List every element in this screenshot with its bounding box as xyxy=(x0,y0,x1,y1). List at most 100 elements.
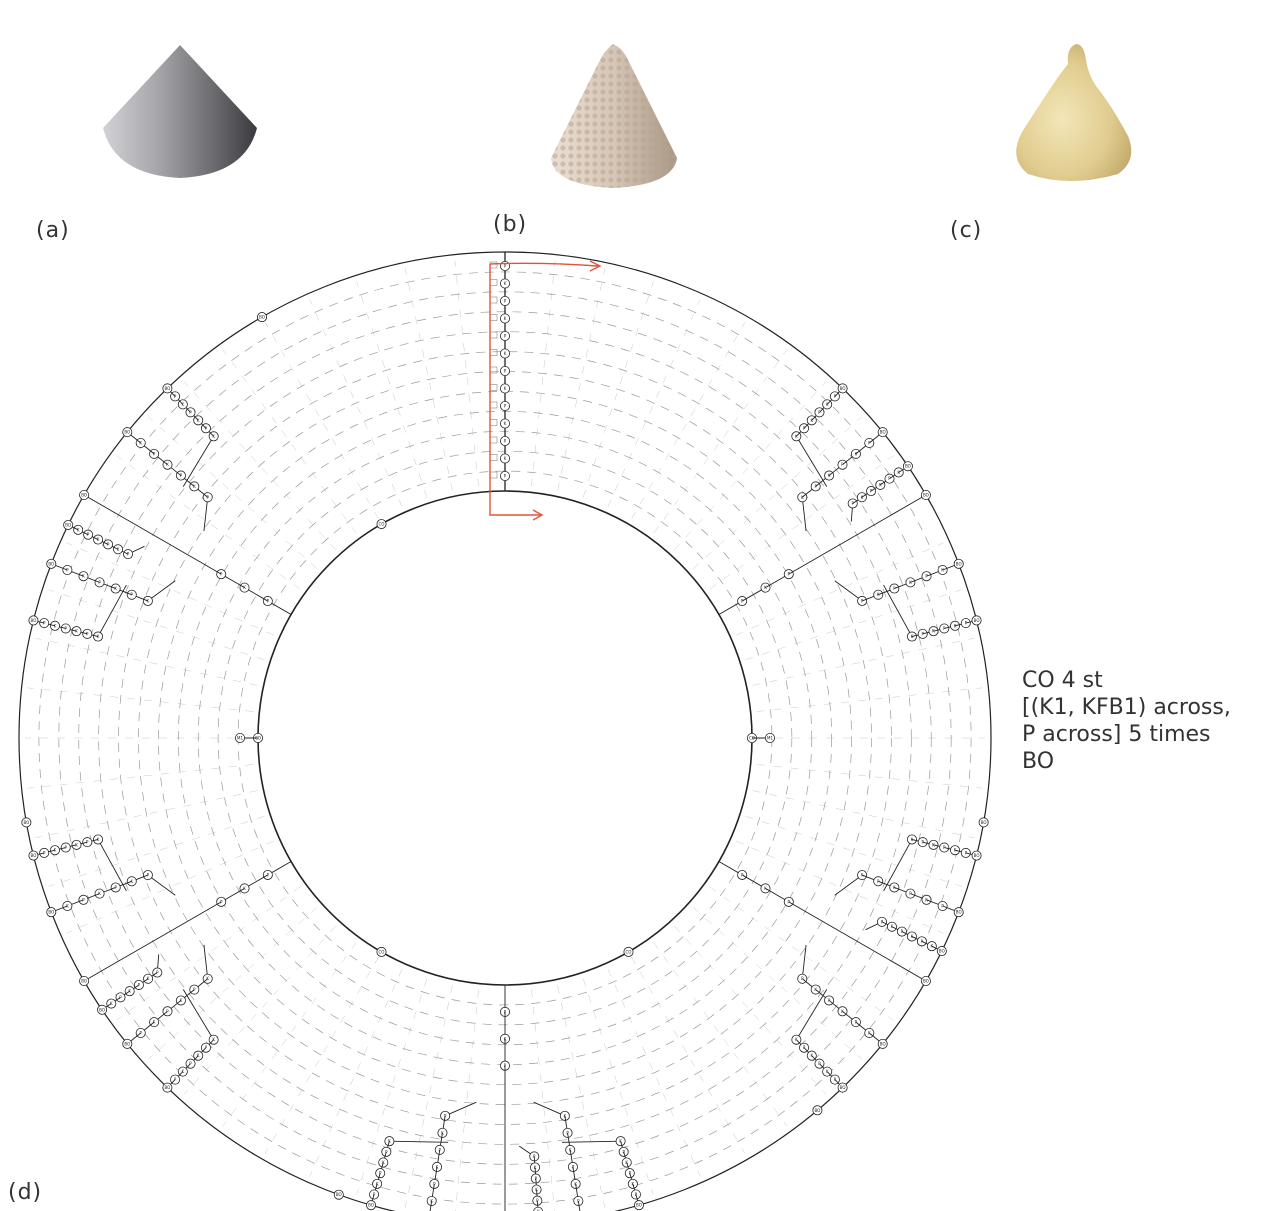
bind-off-node xyxy=(902,461,913,472)
make-one-node xyxy=(765,733,776,744)
column-guide-line xyxy=(607,299,701,507)
bind-off-node xyxy=(920,976,931,987)
stitch-label: P xyxy=(66,568,69,573)
stitch-edge xyxy=(147,580,176,602)
bind-off-node xyxy=(46,558,57,569)
column-guide-line xyxy=(455,989,479,1211)
stitch-label: P xyxy=(87,532,90,537)
bind-off-node xyxy=(79,489,90,500)
seam-marker xyxy=(489,296,498,304)
seam-marker xyxy=(489,349,498,356)
column-guide-line xyxy=(183,381,336,551)
rim-bind-off-label: BO xyxy=(814,1108,820,1113)
column-guide-line xyxy=(66,840,274,934)
round-direction-path xyxy=(489,262,599,267)
bind-off-node xyxy=(877,1038,888,1049)
column-guide-line xyxy=(148,416,318,569)
cast-on-node xyxy=(623,946,634,957)
stitch-label: K xyxy=(212,1037,215,1042)
seam-stitch-node xyxy=(499,330,510,341)
instruction-repeat-line1: [(K1, KFB1) across, xyxy=(1022,695,1231,720)
stitch-label: K xyxy=(166,462,169,467)
bind-off-node xyxy=(28,615,39,626)
column-guide-line xyxy=(752,790,975,839)
stitch-edge xyxy=(801,944,807,979)
column-guide-line xyxy=(736,542,944,636)
cast-on-node xyxy=(376,519,387,530)
column-guide-line xyxy=(264,956,379,1154)
stitch-edge xyxy=(788,494,927,575)
seam-marker xyxy=(489,261,498,269)
stitch-edge xyxy=(883,584,913,637)
bind-off-label: BO xyxy=(840,386,846,391)
cast-on-label: CO xyxy=(379,949,385,954)
stitch-label: P xyxy=(138,982,141,987)
column-guide-line xyxy=(48,589,265,661)
stitch-edge xyxy=(561,1140,621,1143)
bind-off-node xyxy=(366,1200,377,1211)
rim-bind-off-node xyxy=(256,312,267,323)
bind-off-label: BO xyxy=(65,522,71,527)
column-guide-line xyxy=(48,815,265,887)
seam-stitch-label: P xyxy=(504,299,507,304)
column-guide-line xyxy=(692,416,862,569)
column-guide-line xyxy=(264,322,379,520)
round-direction-arrowhead xyxy=(589,260,602,272)
rim-bind-off-label: BO xyxy=(259,315,265,320)
column-guide-line xyxy=(309,969,403,1177)
rim-bind-off-node xyxy=(812,1105,823,1116)
stitch-label: P xyxy=(153,451,156,456)
stitch-label: K xyxy=(147,598,150,603)
column-guide-line xyxy=(404,985,453,1208)
stitch-edge xyxy=(203,944,209,979)
stitch-edge xyxy=(182,436,215,487)
stitch-label: P xyxy=(444,1113,447,1118)
seam-stitch-label: P xyxy=(504,334,507,339)
rim-bind-off-label: BO xyxy=(981,820,987,825)
seam-stitch-node xyxy=(499,278,510,289)
stitch-label: P xyxy=(189,1061,192,1066)
seam-marker xyxy=(489,279,498,286)
stitch-edge xyxy=(83,901,222,982)
stitch-edge xyxy=(203,497,209,532)
seam-stitch-node xyxy=(499,313,510,324)
stitch-label: P xyxy=(82,897,85,902)
stitch-label: P xyxy=(267,599,270,604)
bind-off-node xyxy=(28,850,39,861)
stitch-label: P xyxy=(379,1171,382,1176)
stitch-label: K xyxy=(54,623,57,628)
seam-marker xyxy=(489,314,498,321)
rim-bind-off-label: BO xyxy=(23,820,29,825)
bind-off-label: BO xyxy=(974,618,980,623)
stitch-label: K xyxy=(243,585,246,590)
bind-off-label: BO xyxy=(974,853,980,858)
stitch-label: K xyxy=(197,418,200,423)
column-guide-line xyxy=(222,349,357,534)
seam-marker xyxy=(489,331,498,339)
column-guide-line xyxy=(752,637,975,686)
bind-off-node xyxy=(953,907,964,918)
cast-on-node xyxy=(376,946,387,957)
stitch-label: K xyxy=(537,1209,540,1211)
knitting-chart-diagram: PKPBOKPKPKPBOPKPKPKBOKPKPKPBOPKPKPKBOKPK… xyxy=(18,251,992,1211)
stitch-label: K xyxy=(436,1164,439,1169)
column-guide-line xyxy=(531,989,555,1211)
bind-off-label: BO xyxy=(368,1203,374,1208)
stitch-edge xyxy=(795,436,828,487)
stitch-edge xyxy=(883,839,913,892)
instruction-cast-on: CO 4 st xyxy=(1022,668,1103,693)
stitch-label: P xyxy=(166,1009,169,1014)
stitch-label: K xyxy=(97,837,100,842)
column-guide-line xyxy=(66,542,274,636)
make-one-label: M1 xyxy=(237,736,243,741)
seam-stitch-label: P xyxy=(504,474,507,479)
stitch-label: K xyxy=(206,976,209,981)
bind-off-node xyxy=(63,519,74,530)
stitch-label: P xyxy=(86,840,89,845)
bind-off-node xyxy=(79,976,90,987)
stitch-label: P xyxy=(439,1147,442,1152)
column-guide-line xyxy=(557,268,606,491)
stitch-edge xyxy=(147,874,176,896)
stitch-label: P xyxy=(433,1181,436,1186)
seam-stitch-node xyxy=(499,383,510,394)
